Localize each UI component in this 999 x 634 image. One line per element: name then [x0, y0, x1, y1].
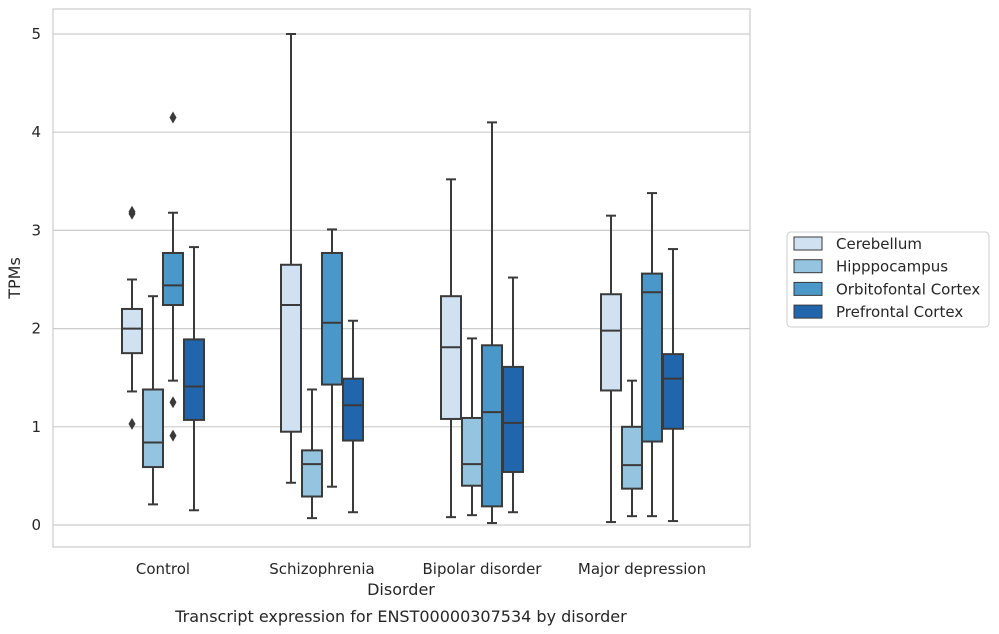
box-iqr [301, 449, 323, 498]
outlier-point [169, 429, 177, 442]
box-iqr [162, 251, 184, 307]
box-iqr [321, 251, 343, 386]
outlier-point [169, 111, 177, 124]
box-iqr [121, 307, 143, 355]
box-1-2 [321, 228, 343, 488]
box-1-0 [280, 33, 302, 484]
x-tick-label: Control [136, 560, 190, 578]
x-axis-label: Disorder [367, 580, 435, 599]
x-tick-label: Major depression [578, 560, 706, 578]
box-iqr [600, 293, 622, 392]
y-tick-label: 1 [31, 418, 41, 436]
plot-frame [52, 8, 751, 548]
box-iqr [142, 388, 164, 469]
x-tick-label: Bipolar disorder [423, 560, 543, 578]
box-iqr [342, 377, 364, 442]
box-3-0 [600, 214, 622, 524]
legend: Cerebellum Hipppocampus Orbitofontal Corte… [786, 231, 990, 328]
box-iqr [183, 338, 205, 421]
box-iqr [502, 365, 524, 473]
outlier-point [128, 417, 136, 430]
box-0-2 [162, 111, 184, 442]
legend-label: Hipppocampus [836, 258, 948, 276]
legend-label: Orbitofontal Cortex [836, 280, 980, 298]
legend-swatch [793, 259, 823, 274]
grid-lines [53, 33, 750, 526]
box-iqr [621, 425, 643, 490]
box-1-3 [342, 319, 364, 514]
box-2-1 [461, 337, 483, 517]
box-3-2 [641, 192, 663, 518]
box-iqr [461, 416, 483, 487]
box-iqr [280, 263, 302, 433]
box-0-1 [142, 295, 164, 506]
legend-swatch [793, 304, 823, 319]
y-tick-label: 3 [31, 221, 41, 239]
box-0-0 [121, 205, 143, 430]
box-iqr [481, 344, 503, 508]
outlier-point [128, 205, 136, 218]
legend-label: Cerebellum [836, 235, 922, 253]
y-tick-label: 4 [31, 123, 41, 141]
x-tick-labels: Control Schizophrenia Bipolar disorder Majo… [136, 560, 706, 578]
box-1-1 [301, 388, 323, 520]
box-iqr [440, 295, 462, 420]
legend-frame [786, 231, 990, 328]
box-iqr [662, 353, 684, 430]
y-tick-label: 2 [31, 320, 41, 338]
x-tick-label: Schizophrenia [269, 560, 374, 578]
legend-label: Prefrontal Cortex [836, 303, 963, 321]
legend-swatch [793, 281, 823, 296]
outlier-point [169, 396, 177, 409]
legend-swatch [793, 236, 823, 251]
box-iqr [641, 272, 663, 443]
box-series [121, 33, 684, 525]
y-tick-labels: 0 1 2 3 4 5 [31, 25, 41, 534]
y-tick-label: 5 [31, 25, 41, 43]
box-2-0 [440, 178, 462, 519]
box-0-3 [183, 246, 205, 512]
box-3-3 [662, 248, 684, 523]
box-3-1 [621, 379, 643, 518]
y-tick-label: 0 [31, 516, 41, 534]
y-axis-label: TPMs [5, 257, 24, 300]
box-2-2 [481, 121, 503, 525]
box-2-3 [502, 276, 524, 514]
chart-title: Transcript expression for ENST0000030753… [174, 607, 627, 626]
